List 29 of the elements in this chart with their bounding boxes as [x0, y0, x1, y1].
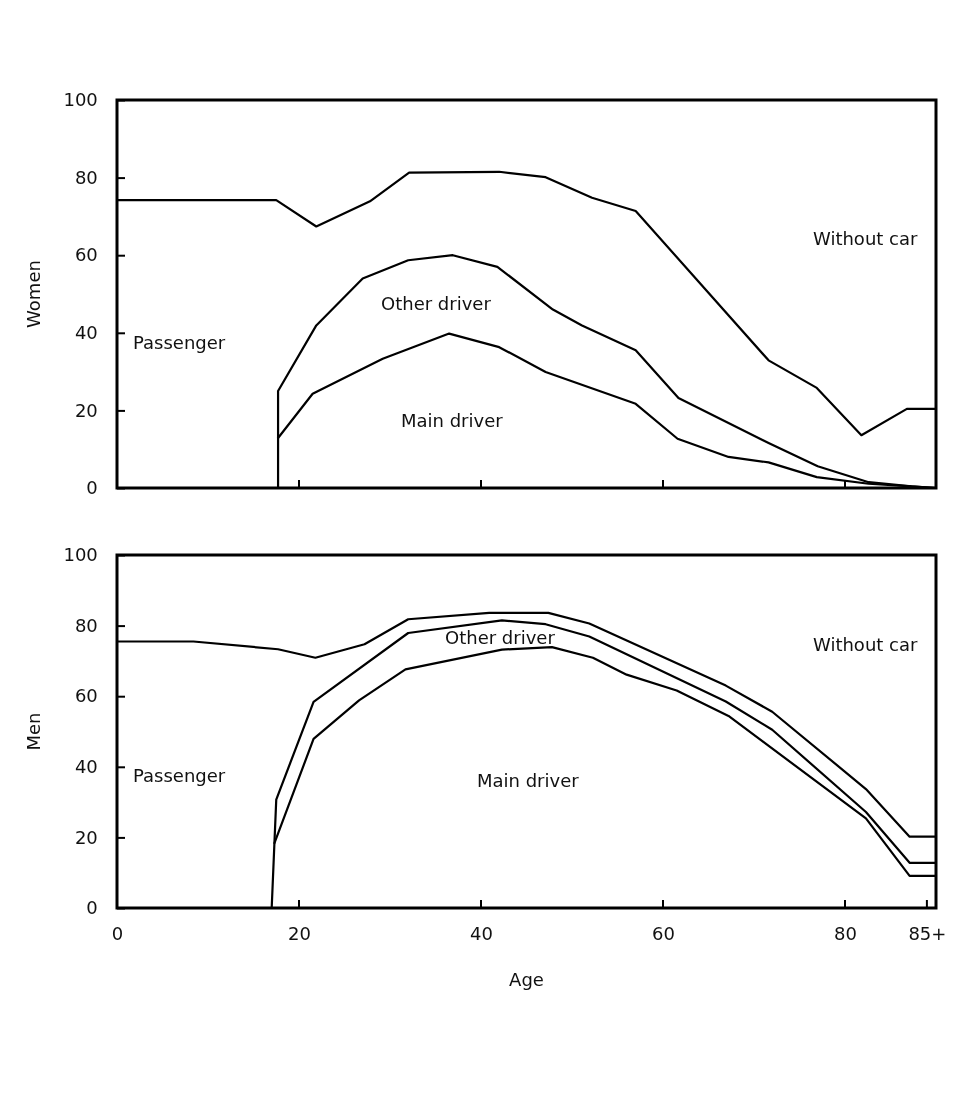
- x-tick-label: 40: [470, 922, 493, 944]
- x-tick-label: 80: [834, 922, 857, 944]
- y-tick-label: 60: [74, 685, 98, 707]
- annotation: Other driver: [445, 626, 556, 648]
- annotation: Passenger: [133, 332, 226, 354]
- x-tick-label: 0: [111, 922, 124, 944]
- x-tick-label: 20: [288, 922, 311, 944]
- annotation: Without car: [813, 228, 918, 250]
- y-tick-label: 100: [63, 89, 98, 111]
- annotation: Main driver: [477, 770, 580, 792]
- y-tick-label: 20: [74, 826, 98, 848]
- annotation: Without car: [813, 634, 918, 656]
- annotation: Passenger: [133, 764, 226, 786]
- y-tick-label: 0: [86, 897, 98, 919]
- y-tick-label: 60: [74, 244, 98, 266]
- y-tick-label: 100: [63, 544, 98, 566]
- y-axis-title: Men: [23, 712, 44, 751]
- x-tick-label: 85+: [908, 922, 947, 944]
- annotation: Other driver: [381, 293, 492, 315]
- y-tick-label: 40: [74, 322, 98, 344]
- y-tick-label: 0: [86, 477, 98, 499]
- y-tick-label: 80: [74, 166, 98, 188]
- annotation: Main driver: [401, 409, 504, 431]
- x-axis-title: Age: [509, 969, 544, 990]
- y-axis-title: Women: [23, 260, 44, 328]
- x-tick-label: 60: [652, 922, 675, 944]
- y-tick-label: 80: [74, 614, 98, 636]
- y-tick-label: 20: [74, 399, 98, 421]
- y-tick-label: 40: [74, 756, 98, 778]
